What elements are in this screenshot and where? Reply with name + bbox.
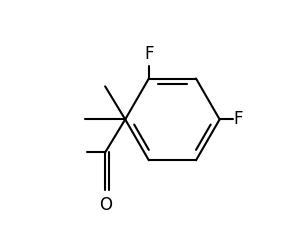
Text: O: O — [99, 196, 112, 214]
Text: F: F — [234, 110, 243, 128]
Text: F: F — [144, 45, 154, 63]
